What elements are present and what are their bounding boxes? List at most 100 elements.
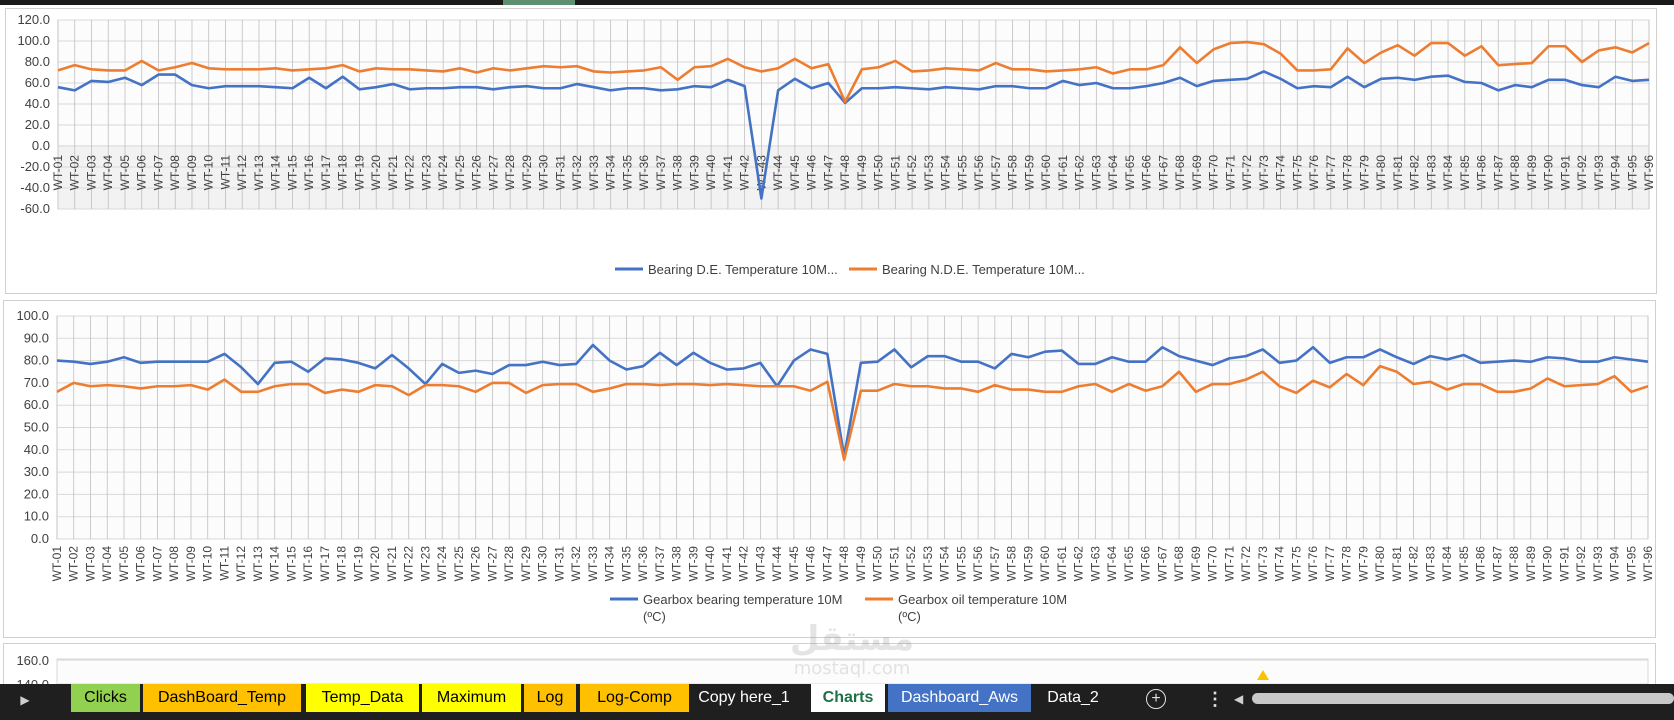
x-tick-label: WT-28 [503,155,517,191]
x-tick-label: WT-90 [1542,155,1556,191]
x-tick-label: WT-89 [1524,546,1538,582]
x-tick-label: WT-29 [520,155,534,191]
chart-gearbox-temperature[interactable]: 100.0 90.0 80.0 70.0 60.0 50.0 40.0 30.0 20.0 10.… [3,300,1656,638]
x-tick-label: WT-30 [536,546,550,582]
x-tick-label: WT-59 [1022,155,1036,191]
sheet-tab-dashboard-aws[interactable]: Dashboard_Aws [888,684,1031,712]
x-tick-label: WT-09 [185,155,199,191]
x-tick-label: WT-88 [1507,546,1521,582]
x-tick-label: WT-19 [351,546,365,582]
x-tick-label: WT-23 [419,155,433,191]
x-tick-label: WT-77 [1324,155,1338,191]
y-tick-label: 70.0 [24,375,49,390]
x-tick-label: WT-25 [453,155,467,191]
x-tick-label: WT-87 [1490,546,1504,582]
x-tick-label: WT-94 [1608,546,1622,582]
x-tick-label: WT-20 [369,155,383,191]
chart-third-partial[interactable]: 160.0 140.0 [3,643,1656,685]
x-tick-label: WT-91 [1557,546,1571,582]
x-tick-label: WT-91 [1558,155,1572,191]
sheet-tab-maximum[interactable]: Maximum [422,684,521,712]
y-tick-label: 160.0 [16,653,49,668]
x-tick-label: WT-73 [1256,546,1270,582]
x-tick-label: WT-37 [654,155,668,191]
x-tick-label: WT-52 [905,155,919,191]
sheet-tab-log-comp[interactable]: Log-Comp [580,684,689,712]
x-tick-label: WT-86 [1475,155,1489,191]
sheet-tab-bar: ▶ Clicks DashBoard_Temp Temp_Data Maximum Lo… [0,684,1674,720]
x-tick-label: WT-57 [988,546,1002,582]
x-tick-label: WT-35 [620,155,634,191]
x-tick-label: WT-53 [922,155,936,191]
legend-label-1-cont: (ºC) [643,609,666,624]
x-tick-label: WT-10 [202,155,216,191]
x-tick-label: WT-06 [135,155,149,191]
x-tick-label: WT-82 [1407,546,1421,582]
sheet-tab-data-2[interactable]: Data_2 [1036,684,1110,712]
y-tick-label: -40.0 [20,180,50,195]
x-tick-label: WT-78 [1341,155,1355,191]
series-line-2 [56,364,1649,462]
sheet-tab-log[interactable]: Log [524,684,576,712]
x-tick-label: WT-82 [1408,155,1422,191]
chevron-right-icon[interactable]: ▶ [20,693,30,707]
x-tick-label: WT-11 [218,155,232,190]
sheet-tab-copy-here-1[interactable]: Copy here_1 [691,684,797,712]
x-tick-label: WT-05 [118,155,132,191]
chart-gearbox-temperature-svg: 100.0 90.0 80.0 70.0 60.0 50.0 40.0 30.0 20.0 10.… [16,308,1655,624]
x-tick-label: WT-16 [302,155,316,191]
x-tick-label: WT-41 [720,546,734,582]
x-tick-label: WT-01 [51,155,65,191]
x-tick-label: WT-79 [1357,155,1371,191]
y-tick-label: 80.0 [25,54,50,69]
chart-bearing-temperature[interactable]: 120.0 100.0 80.0 60.0 40.0 20.0 0.0 -20.0 -40.0 -… [5,8,1657,294]
x-tick-label: WT-38 [670,546,684,582]
x-tick-label: WT-83 [1423,546,1437,582]
triangle-left-icon[interactable]: ◀ [1234,692,1244,706]
x-tick-label: WT-04 [101,155,115,191]
x-tick-label: WT-92 [1574,546,1588,582]
x-tick-label: WT-14 [268,546,282,582]
legend-label-2-cont: (ºC) [898,609,921,624]
horizontal-scrollbar[interactable] [1252,693,1674,704]
series-line-1 [56,343,1649,458]
y-tick-label: 100.0 [16,308,49,323]
legend-label-2: Gearbox oil temperature 10M [898,592,1067,607]
x-tick-label: WT-08 [167,546,181,582]
x-tick-label: WT-51 [887,546,901,582]
x-tick-label: WT-52 [904,546,918,582]
x-tick-label: WT-49 [854,546,868,582]
x-tick-label: WT-32 [570,155,584,191]
sheet-tab-temp-data[interactable]: Temp_Data [306,684,419,712]
chart-third-partial-svg: 160.0 140.0 [16,653,1649,684]
sheet-tab-charts[interactable]: Charts [811,684,885,712]
x-tick-label: WT-94 [1609,155,1623,191]
sheet-tab-dashboard-temp[interactable]: DashBoard_Temp [143,684,301,712]
sheet-tab-clicks[interactable]: Clicks [71,684,140,712]
x-tick-label: WT-75 [1289,546,1303,582]
x-tick-label: WT-80 [1374,155,1388,191]
x-tick-label: WT-26 [469,546,483,582]
x-tick-label: WT-14 [269,155,283,191]
x-tick-label: WT-42 [738,155,752,191]
x-tick-label: WT-69 [1190,155,1204,191]
x-tick-label: WT-01 [50,546,64,582]
x-tick-label: WT-32 [569,546,583,582]
x-tick-label: WT-11 [217,546,231,581]
y-tick-label: 0.0 [32,138,50,153]
x-tick-label: WT-58 [1005,546,1019,582]
y-tick-label: 20.0 [24,486,49,501]
y-tick-label: -20.0 [20,159,50,174]
legend-label-2: Bearing N.D.E. Temperature 10M... [882,262,1085,277]
x-tick-label: WT-63 [1089,155,1103,191]
x-tick-label: WT-86 [1474,546,1488,582]
x-tick-label: WT-33 [586,546,600,582]
x-tick-label: WT-83 [1424,155,1438,191]
x-tick-label: WT-29 [519,546,533,582]
x-tick-label: WT-65 [1122,546,1136,582]
vertical-ellipsis-icon[interactable]: ⋮ [1206,689,1224,709]
plus-circle-icon[interactable]: + [1146,689,1166,709]
y-tick-label: 100.0 [17,33,50,48]
x-tick-label: WT-34 [604,155,618,191]
x-tick-label: WT-45 [788,155,802,191]
